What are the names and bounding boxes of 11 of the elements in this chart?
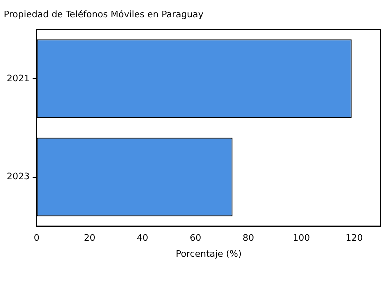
x-tick-label: 40 xyxy=(137,234,149,244)
x-tick-label: 80 xyxy=(242,234,255,244)
x-tick-label: 60 xyxy=(190,234,202,244)
x-tick-label: 120 xyxy=(346,234,364,244)
chart-title: Propiedad de Teléfonos Móviles en Paraguay xyxy=(4,10,204,21)
y-tick-label: 2023 xyxy=(7,172,30,183)
y-tick-label: 2021 xyxy=(7,74,30,84)
x-tick-label: 100 xyxy=(293,234,310,244)
x-tick-label: 0 xyxy=(34,234,40,244)
x-axis-title: Porcentaje (%) xyxy=(176,250,242,260)
x-tick-label: 20 xyxy=(84,234,96,244)
